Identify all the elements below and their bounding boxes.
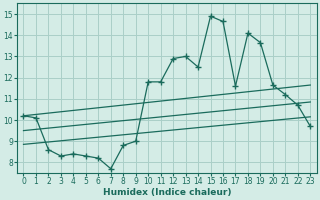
X-axis label: Humidex (Indice chaleur): Humidex (Indice chaleur) [103, 188, 231, 197]
